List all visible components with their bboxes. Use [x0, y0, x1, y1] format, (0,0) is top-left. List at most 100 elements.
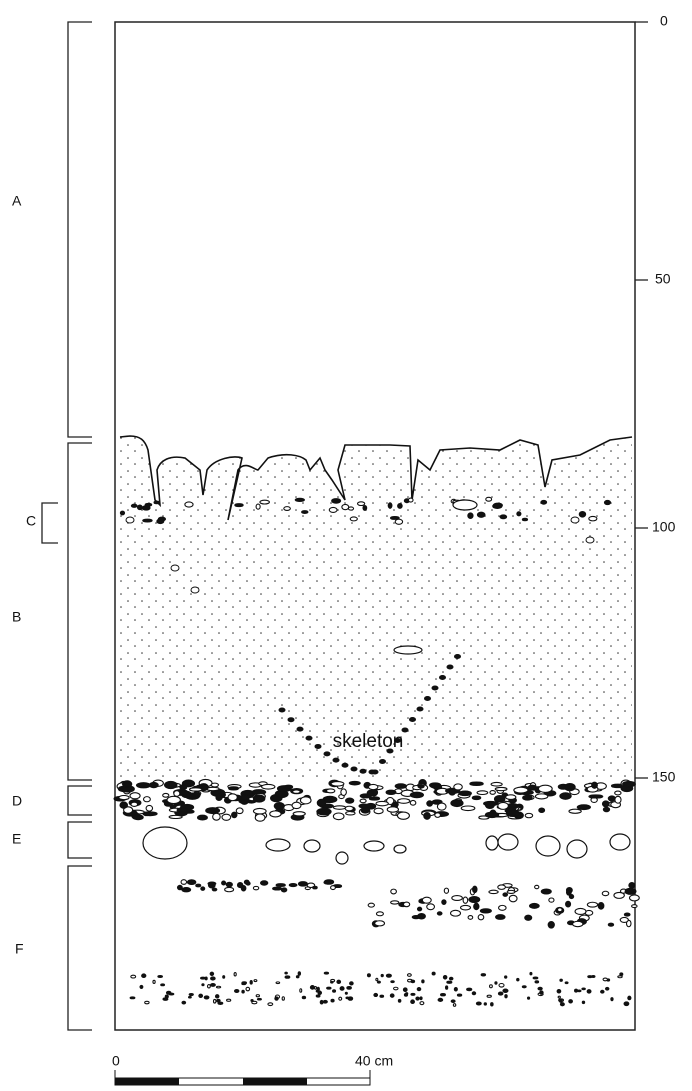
clast	[505, 794, 517, 801]
clast	[402, 901, 411, 908]
clast	[316, 798, 327, 808]
clast	[495, 914, 506, 920]
clast	[201, 983, 205, 987]
clast	[332, 812, 345, 821]
clast	[601, 890, 610, 897]
clast	[283, 506, 291, 511]
depth-label: 50	[655, 271, 671, 287]
clast	[130, 503, 138, 508]
layer-label: B	[12, 609, 21, 625]
clast	[225, 881, 233, 888]
clast	[299, 988, 303, 993]
clasts	[113, 496, 640, 1007]
clast	[157, 974, 163, 979]
clast	[458, 790, 472, 797]
clast	[492, 502, 503, 509]
scale-bar	[114, 1070, 371, 1086]
clast	[394, 738, 401, 743]
clast	[164, 994, 169, 999]
clast	[627, 995, 632, 1001]
clast	[572, 920, 584, 928]
clast	[325, 788, 336, 794]
clast	[214, 994, 220, 999]
clast	[480, 973, 487, 977]
clast	[347, 996, 354, 1001]
clast	[323, 880, 332, 885]
clast	[330, 998, 335, 1003]
clast	[330, 885, 336, 891]
clast	[323, 971, 330, 975]
clast	[340, 788, 347, 797]
clast	[236, 882, 244, 889]
clast	[292, 811, 306, 817]
clast	[494, 786, 508, 792]
clast	[526, 996, 531, 1000]
clast	[497, 991, 504, 996]
clast	[410, 999, 415, 1004]
clast	[475, 1001, 482, 1006]
clast	[360, 806, 371, 814]
clast	[135, 782, 152, 789]
clast	[305, 735, 313, 741]
clast	[184, 501, 194, 508]
clast	[568, 893, 575, 900]
clast	[373, 807, 384, 815]
section-frame	[114, 21, 636, 1031]
clast	[259, 880, 269, 886]
clast	[402, 987, 408, 993]
clast	[272, 886, 283, 891]
clast	[471, 795, 482, 801]
clast	[498, 982, 505, 988]
clast	[267, 1002, 274, 1007]
clast	[142, 518, 153, 523]
clast	[119, 510, 126, 516]
clast	[497, 884, 506, 890]
clast	[275, 883, 286, 887]
layer-label: A	[12, 193, 22, 209]
clast	[426, 800, 434, 807]
clast	[614, 790, 622, 796]
clast	[152, 979, 156, 984]
clast	[379, 759, 386, 764]
clast	[410, 979, 416, 984]
layer-label: F	[15, 941, 24, 957]
clast	[406, 973, 412, 977]
clast	[330, 781, 345, 787]
clast	[591, 781, 598, 789]
clast	[565, 900, 572, 908]
clast	[301, 510, 309, 514]
clast	[375, 977, 379, 982]
clast	[275, 981, 281, 985]
clast	[235, 807, 244, 815]
clast	[322, 999, 328, 1004]
clast	[203, 995, 210, 1000]
clast	[473, 902, 480, 911]
clast	[397, 502, 403, 509]
clast	[423, 812, 431, 820]
clast	[231, 811, 238, 819]
clast	[558, 998, 563, 1003]
clast	[601, 800, 610, 808]
clast	[332, 989, 337, 993]
clast	[521, 985, 527, 989]
clast	[252, 794, 266, 803]
clast	[130, 974, 137, 979]
clast	[529, 971, 533, 976]
clast	[516, 511, 522, 517]
clast	[429, 783, 440, 789]
clast	[451, 894, 463, 902]
clast	[316, 986, 320, 992]
clast	[344, 805, 354, 812]
clast	[505, 809, 521, 818]
clast	[118, 794, 130, 801]
clast	[166, 795, 181, 805]
clast	[195, 883, 202, 888]
clast	[142, 796, 151, 803]
clast	[506, 889, 516, 894]
clast	[129, 792, 141, 800]
clast	[416, 987, 422, 992]
clast	[624, 887, 637, 895]
clast	[341, 762, 349, 768]
clast	[200, 886, 206, 891]
clast	[281, 996, 285, 1001]
